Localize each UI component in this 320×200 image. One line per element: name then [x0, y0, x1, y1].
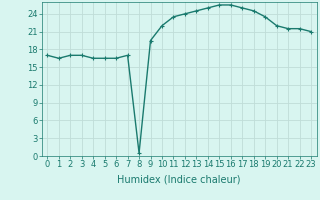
X-axis label: Humidex (Indice chaleur): Humidex (Indice chaleur) [117, 175, 241, 185]
